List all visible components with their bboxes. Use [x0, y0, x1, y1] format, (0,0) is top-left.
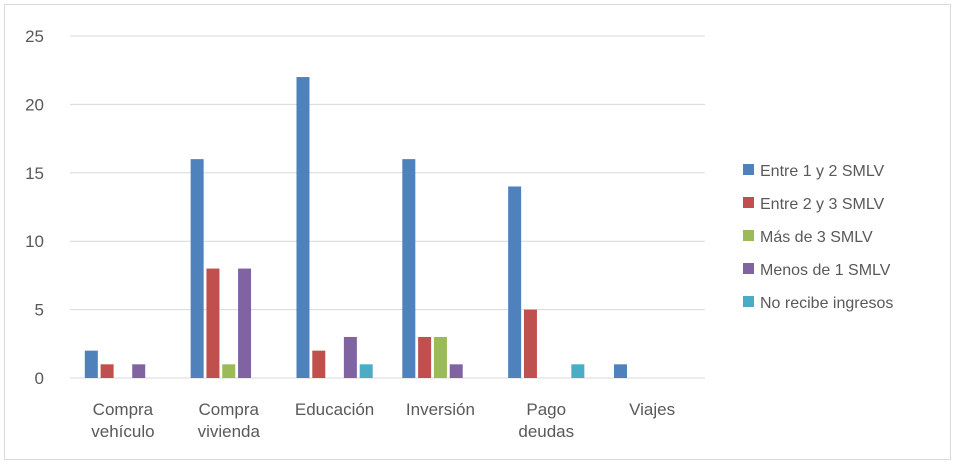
bar-0-0: [84, 350, 98, 378]
y-tick-label: 0: [35, 369, 44, 388]
legend: Entre 1 y 2 SMLV Entre 2 y 3 SMLV Más de 3…: [743, 163, 893, 312]
x-category-label: Viajes: [629, 400, 675, 419]
legend-label: Entre 1 y 2 SMLV: [760, 163, 885, 180]
bar-1-3: [418, 336, 432, 378]
bar-3-0: [132, 364, 146, 378]
legend-swatch: [743, 263, 754, 274]
bar-1-0: [100, 364, 114, 378]
bar-1-2: [312, 350, 326, 378]
bar-0-1: [190, 159, 204, 378]
legend-swatch: [743, 296, 754, 307]
y-tick-label: 10: [25, 232, 44, 251]
bar-2-3: [433, 336, 447, 378]
y-axis: 0 5 10 15 20 25: [25, 27, 44, 388]
gridlines: [70, 35, 705, 379]
x-category-label: Pago deudas: [518, 400, 574, 441]
y-tick-label: 25: [25, 27, 44, 46]
bar-4-4: [571, 364, 585, 378]
y-tick-label: 5: [35, 301, 44, 320]
legend-label: Más de 3 SMLV: [760, 229, 873, 246]
bar-0-2: [296, 77, 310, 378]
bar-1-4: [523, 309, 537, 378]
bar-0-3: [402, 159, 416, 378]
legend-label: Menos de 1 SMLV: [760, 262, 891, 279]
y-tick-label: 15: [25, 164, 44, 183]
bar-1-1: [206, 268, 220, 378]
bar-0-4: [508, 186, 522, 378]
x-category-label: Educación: [295, 400, 374, 419]
x-category-label: Compra vehículo: [91, 400, 154, 441]
legend-label: Entre 2 y 3 SMLV: [760, 196, 885, 213]
chart-frame: [4, 4, 951, 460]
legend-label: No recibe ingresos: [760, 295, 893, 312]
legend-swatch: [743, 164, 754, 175]
bar-3-2: [343, 336, 357, 378]
bar-3-3: [449, 364, 463, 378]
bar-0-5: [613, 364, 627, 378]
bars: [84, 77, 627, 378]
bar-2-1: [222, 364, 236, 378]
bar-4-2: [359, 364, 373, 378]
bar-3-1: [238, 268, 252, 378]
legend-swatch: [743, 230, 754, 241]
x-category-label: Inversión: [406, 400, 475, 419]
x-category-label: Compra vivienda: [198, 400, 261, 441]
y-tick-label: 20: [25, 95, 44, 114]
legend-swatch: [743, 197, 754, 208]
x-axis: Compra vehículo Compra vivienda Educación Inv…: [91, 400, 675, 441]
